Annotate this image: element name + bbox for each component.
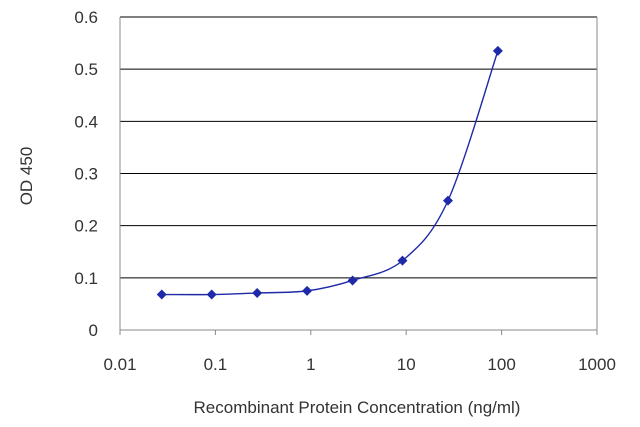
data-point — [397, 255, 408, 266]
data-point — [252, 287, 263, 298]
data-point — [206, 289, 217, 300]
data-point — [492, 45, 503, 56]
y-tick-label: 0.5 — [74, 60, 98, 79]
data-point — [302, 285, 313, 296]
y-tick-label: 0.2 — [74, 217, 98, 236]
x-tick-labels: 0.01 0.1 1 10 100 1000 — [103, 355, 615, 374]
data-point — [156, 289, 167, 300]
x-tick-label: 100 — [487, 355, 515, 374]
series-line — [161, 50, 499, 296]
x-tick-label: 0.01 — [103, 355, 136, 374]
x-tick-label: 1 — [306, 355, 315, 374]
data-point — [442, 195, 453, 206]
y-tick-label: 0.6 — [74, 8, 98, 27]
y-tick-label: 0.1 — [74, 269, 98, 288]
data-point — [347, 275, 358, 286]
x-tick-label: 10 — [397, 355, 416, 374]
y-tick-label: 0.3 — [74, 165, 98, 184]
y-axis-title: OD 450 — [17, 147, 36, 206]
x-axis-title: Recombinant Protein Concentration (ng/ml… — [194, 398, 521, 417]
gridlines — [120, 16, 597, 279]
axes — [119, 17, 598, 335]
x-tick-label: 0.1 — [204, 355, 228, 374]
x-tick-label: 1000 — [578, 355, 616, 374]
y-tick-label: 0.4 — [74, 112, 98, 131]
y-tick-label: 0 — [89, 321, 98, 340]
y-tick-labels: 0 0.1 0.2 0.3 0.4 0.5 0.6 — [74, 8, 98, 340]
data-series — [156, 45, 503, 300]
